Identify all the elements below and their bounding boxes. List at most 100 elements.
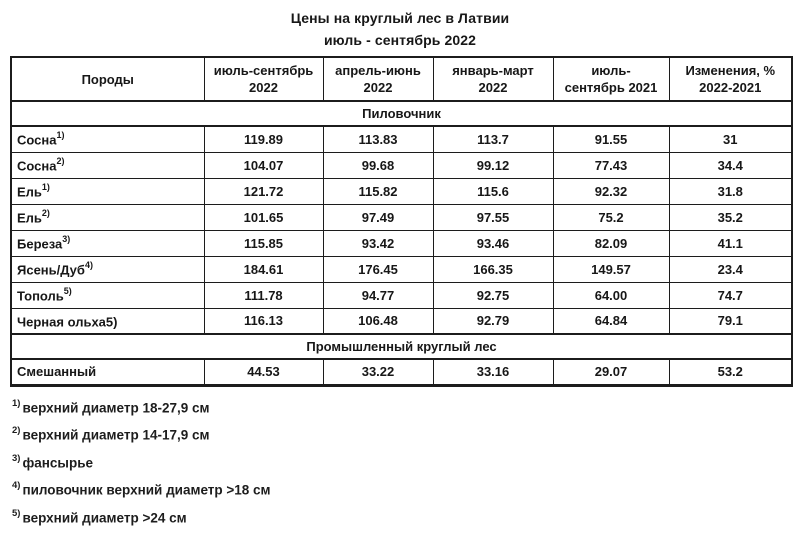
price-cell: 33.22 — [322, 358, 434, 386]
price-cell: 33.16 — [432, 358, 554, 386]
header-line: апрель-июнь — [335, 63, 421, 78]
price-cell: 29.07 — [552, 358, 670, 386]
price-cell: 92.75 — [432, 281, 554, 309]
price-cell: 97.49 — [322, 203, 434, 231]
species-label: Ель — [17, 210, 42, 226]
prices-table: Породы июль-сентябрь 2022 апрель-июнь 2022… — [10, 56, 793, 387]
price-cell: 93.42 — [322, 229, 434, 257]
species-cell: Черная ольха5) — [10, 307, 205, 335]
price-cell: 99.68 — [322, 151, 434, 179]
change-cell: 23.4 — [668, 255, 793, 283]
section-label: Пиловочник — [10, 100, 793, 127]
footnote-mark: 1) — [12, 397, 21, 409]
table-row: Тополь5) 111.78 94.77 92.75 64.00 74.7 — [10, 281, 793, 309]
footnote-3: 3) фансырье — [12, 448, 800, 476]
price-cell: 44.53 — [203, 358, 324, 386]
header-line: июль- — [591, 63, 631, 78]
footnote-2: 2) верхний диаметр 14-17,9 см — [12, 420, 800, 448]
price-cell: 91.55 — [552, 125, 670, 153]
price-cell: 92.32 — [552, 177, 670, 205]
species-label: Сосна — [17, 158, 57, 174]
source-note: Источник: LVM — [12, 530, 800, 536]
footnote-mark: 2) — [56, 155, 65, 166]
change-cell: 79.1 — [668, 307, 793, 335]
species-cell: Ель2) — [10, 203, 205, 231]
price-cell: 166.35 — [432, 255, 554, 283]
footnote-4: 4) пиловочник верхний диаметр >18 см — [12, 475, 800, 503]
price-cell: 97.55 — [432, 203, 554, 231]
footnotes: 1) верхний диаметр 18-27,9 см 2) верхний д… — [12, 393, 800, 536]
col-header-jan-mar-2022: январь-март 2022 — [432, 56, 554, 102]
price-cell: 149.57 — [552, 255, 670, 283]
change-cell: 74.7 — [668, 281, 793, 309]
footnote-mark: 2) — [12, 425, 21, 436]
price-cell: 99.12 — [432, 151, 554, 179]
table-row: Ель1) 121.72 115.82 115.6 92.32 31.8 — [10, 177, 793, 205]
change-cell: 31 — [668, 125, 793, 153]
species-cell: Сосна2) — [10, 151, 205, 179]
species-cell: Тополь5) — [10, 281, 205, 309]
footnote-1: 1) верхний диаметр 18-27,9 см — [12, 393, 800, 421]
footnote-mark: 4) — [84, 259, 93, 270]
price-cell: 113.7 — [432, 125, 554, 153]
header-line: январь-март — [452, 63, 534, 78]
footnote-5: 5) верхний диаметр >24 см — [12, 503, 800, 531]
footnote-text: пиловочник верхний диаметр >18 см — [22, 482, 271, 498]
table-row: Ель2) 101.65 97.49 97.55 75.2 35.2 — [10, 203, 793, 231]
price-cell: 184.61 — [203, 255, 324, 283]
col-header-jul-sep-2021: июль-сентябрь 2021 — [552, 56, 670, 102]
species-label: Ясень/Дуб — [17, 262, 85, 278]
header-line: сентябрь 2021 — [564, 80, 658, 95]
species-label: Ель — [17, 184, 42, 200]
header-line: 2022 — [363, 80, 393, 95]
header-line: 2022 — [249, 80, 278, 95]
col-header-change-pct: Изменения, % 2022-2021 — [668, 56, 793, 102]
table-row: Береза3) 115.85 93.42 93.46 82.09 41.1 — [10, 229, 793, 257]
change-cell: 41.1 — [668, 229, 793, 257]
header-row: Породы июль-сентябрь 2022 апрель-июнь 2022… — [10, 56, 793, 102]
footnote-text: фансырье — [22, 455, 94, 470]
footnote-text: верхний диаметр >24 см — [22, 510, 187, 525]
section-row-industrial: Промышленный круглый лес — [10, 333, 793, 360]
price-cell: 121.72 — [203, 177, 324, 205]
footnote-text: верхний диаметр 14-17,9 см — [22, 427, 210, 443]
page-subtitle: июль - сентябрь 2022 — [323, 32, 477, 48]
species-label: Смешанный — [17, 364, 97, 380]
price-cell: 75.2 — [552, 203, 670, 231]
price-cell: 77.43 — [552, 151, 670, 179]
footnote-mark: 1) — [56, 130, 65, 141]
price-cell: 64.84 — [552, 307, 670, 335]
species-label: Тополь — [17, 288, 64, 304]
table-row: Смешанный 44.53 33.22 33.16 29.07 53.2 — [10, 358, 793, 386]
price-cell: 116.13 — [203, 307, 324, 335]
footnote-mark: 1) — [41, 181, 50, 192]
table-row: Сосна2) 104.07 99.68 99.12 77.43 34.4 — [10, 151, 793, 179]
col-header-species-label: Породы — [81, 71, 134, 87]
price-cell: 92.79 — [432, 307, 554, 335]
price-cell: 119.89 — [203, 125, 324, 153]
price-cell: 93.46 — [432, 229, 554, 257]
price-cell: 64.00 — [552, 281, 670, 309]
change-cell: 53.2 — [668, 358, 793, 386]
price-cell: 94.77 — [322, 281, 434, 309]
price-cell: 82.09 — [552, 229, 670, 257]
price-cell: 115.6 — [432, 177, 554, 205]
table-row: Ясень/Дуб4) 184.61 176.45 166.35 149.57 … — [10, 255, 793, 283]
header-line: июль-сентябрь — [213, 63, 314, 78]
header-line: Изменения, % — [685, 63, 776, 78]
species-label: Сосна — [17, 132, 57, 148]
section-row-sawlog: Пиловочник — [10, 100, 793, 127]
price-cell: 106.48 — [322, 307, 434, 335]
change-cell: 34.4 — [668, 151, 793, 179]
price-cell: 115.85 — [203, 229, 324, 257]
species-cell: Ясень/Дуб4) — [10, 255, 205, 283]
species-label: Черная ольха5) — [17, 313, 118, 329]
table-row: Черная ольха5) 116.13 106.48 92.79 64.84… — [10, 307, 793, 335]
header-line: 2022 — [478, 80, 508, 95]
footnote-mark: 3) — [62, 233, 71, 244]
price-cell: 176.45 — [322, 255, 434, 283]
price-cell: 113.83 — [322, 125, 434, 153]
col-header-jul-sep-2022: июль-сентябрь 2022 — [203, 56, 324, 102]
species-cell: Сосна1) — [10, 125, 205, 153]
